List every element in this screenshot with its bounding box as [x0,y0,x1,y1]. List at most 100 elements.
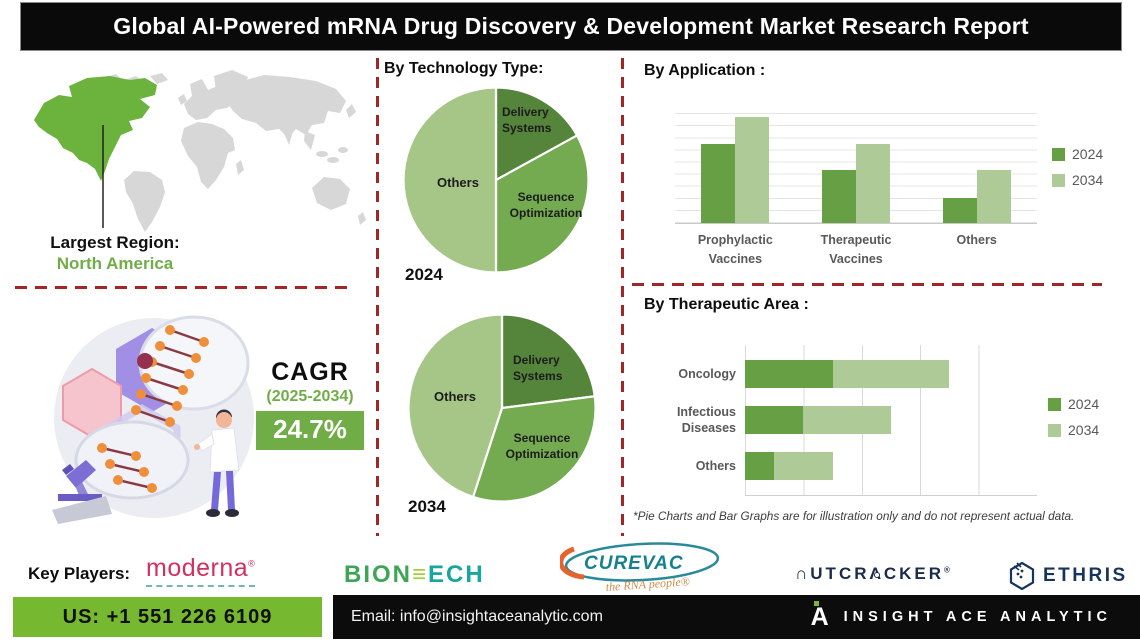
curevac-logo-art: CUREVAC the RNA people® [558,542,720,594]
bottom-bar: Email: info@insightaceanalytic.com A INS… [333,595,1140,639]
legend-label-2034: 2034 [1068,422,1100,438]
region-se-asia [304,131,315,150]
application-category-labels: Prophylactic Vaccines Therapeutic Vaccines O… [675,231,1037,273]
bar-2024-therapeutic-vaccines [822,169,856,223]
continent-africa [181,122,235,189]
pie-slice-label-delivery-systems-2034: Delivery Systems [513,353,563,384]
category-label: Oncology [678,366,736,381]
pie-slice-label-others-2034: Others [434,389,476,404]
insight-ace-logo-icon: A [810,601,829,631]
island-uk [178,94,187,105]
island [316,151,328,157]
category-label: Others [695,458,736,473]
logo-green-square [813,601,819,606]
legend-label-2024: 2024 [1068,396,1100,412]
curevac-ellipse [564,542,720,582]
largest-region-value: North America [56,254,174,274]
therapeutic-category-labels: Oncology Infectious Diseases Others [626,345,736,495]
largest-region-block: Largest Region: North America [30,232,200,275]
bar-segment-2024-infectious-diseases [745,406,804,434]
continent-australia [312,177,350,210]
island [327,157,339,163]
pie-chart-2034 [407,313,597,503]
world-map [34,70,366,232]
dna-nodes [97,325,209,493]
continent-europe [184,79,236,120]
arctic-island [150,73,168,84]
island-japan [346,104,356,118]
magnifier-lens-bottom [74,420,190,500]
pie-slice-label-others-2024: Others [437,175,479,190]
pie-chart-2024 [402,86,590,274]
cagr-value-badge: 24.7% [256,411,364,450]
email-contact: Email: info@insightaceanalytic.com [351,608,603,625]
application-heading: By Application : [644,62,766,79]
legend-swatch-2034 [1048,423,1061,437]
curevac-tagline: the RNA people® [605,574,690,594]
divider-horizontal-right [632,283,1102,286]
scientist-coat [209,427,240,473]
category-label: Prophylactic Vaccines [697,233,773,266]
phone-contact: US: +1 551 226 6109 [13,597,322,637]
legend-label-2024: 2024 [1072,146,1104,162]
molecule-ball [137,353,153,369]
moderna-logo: moderna® [146,556,256,587]
pie-slice-label-delivery-systems-2024: Delivery Systems [502,105,552,136]
continent-south-america [124,171,165,232]
pie-year-2034: 2034 [408,497,446,516]
microscope-base [58,494,102,501]
region-india [281,126,294,145]
insight-ace-brand: A INSIGHT ACE ANALYTIC [811,601,1112,633]
pie-year-2024: 2024 [405,265,443,284]
ethris-wordmark: ETHRIS [1043,564,1128,586]
application-legend: 2024 2034 [1052,146,1103,198]
biontech-logo: BION≡ECH [344,563,485,587]
scientist-head [216,412,232,428]
island-new-zealand [358,212,366,225]
legend-swatch-2034 [1052,173,1065,187]
gray-platform [52,496,112,524]
technology-heading: By Technology Type: [384,60,544,77]
largest-region-label: Largest Region: [50,233,180,252]
pie-slice-label-sequence-optimization-2024: Sequence Optimization [509,190,583,221]
key-players-label: Key Players: [28,564,131,583]
nutcracker-logo: ∩UTCRΛCKER® [795,565,950,582]
continent-asia [227,75,346,138]
insight-ace-wordmark: INSIGHT ACE ANALYTIC [843,609,1112,625]
legend-item-2024: 2024 [1052,146,1103,162]
legend-swatch-2024 [1052,147,1065,161]
nutcracker-wordmark-part: ∩UTCR [795,564,870,583]
bar-segment-2024-others [745,452,775,480]
category-label: Others [956,233,997,247]
bar-2034-therapeutic-vaccines [856,144,890,223]
bar-segment-2024-oncology [745,360,833,388]
divider-vertical-right [621,58,624,536]
category-label: Infectious Diseases [676,404,736,435]
bar-2034-others [976,169,1011,223]
page-title: Global AI-Powered mRNA Drug Discovery & … [113,13,1029,39]
legend-item-2034: 2034 [1052,172,1103,188]
divider-horizontal-left [15,286,353,289]
ethris-logo: ETHRIS [1008,560,1128,590]
ethris-hexagon-icon [1009,561,1035,590]
pie-slice-label-sequence-optimization-2034: Sequence Optimization [505,431,579,462]
microscope-eyepiece [62,464,74,475]
scientist-hand [194,444,200,450]
bar-2034-prophylactic-vaccines [735,116,770,223]
bar-2024-others [942,197,977,223]
island [338,147,348,153]
disclaimer-footnote: *Pie Charts and Bar Graphs are for illus… [633,509,1075,523]
bar-segment-2034-infectious-diseases [803,406,891,434]
biotech-illustration [52,315,254,524]
scientist-leg [211,472,221,510]
legend-item-2024: 2024 [1048,396,1099,412]
island-madagascar [236,160,244,175]
bar-segment-2034-others [774,452,833,480]
map-continents [104,70,366,232]
microscope-body [66,460,96,488]
curevac-wordmark: CUREVAC [584,553,684,574]
therapeutic-heading: By Therapeutic Area : [644,296,809,313]
biontech-t-glyph: ≡ [412,561,429,588]
cagr-block: CAGR (2025-2034) 24.7% [256,358,364,450]
